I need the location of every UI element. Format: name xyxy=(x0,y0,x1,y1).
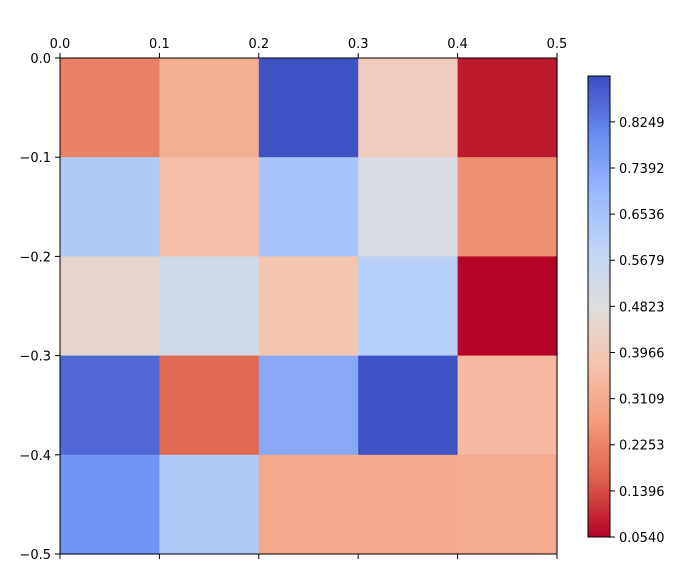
colorbar-tick-label: 0.2253 xyxy=(619,439,665,454)
colorbar-tick-label: 0.6536 xyxy=(619,208,665,223)
heatmap-cell xyxy=(258,157,359,257)
x-axis: 0.0 0.1 0.2 0.3 0.4 0.5 xyxy=(50,37,568,559)
y-tick-label: −0.4 xyxy=(19,449,51,464)
x-tick-label: 0.1 xyxy=(149,37,170,52)
x-tick-label: 0.5 xyxy=(547,37,568,52)
heatmap-cell xyxy=(258,355,359,456)
y-tick-label: 0.0 xyxy=(30,52,51,67)
heatmap-cell xyxy=(159,58,260,158)
x-tick-label: 0.2 xyxy=(248,37,269,52)
colorbar xyxy=(587,75,611,538)
plot-frame xyxy=(59,57,558,555)
heatmap-cell xyxy=(358,256,459,357)
heatmap-cell xyxy=(258,58,359,158)
y-tick-label: −0.5 xyxy=(19,548,51,563)
colorbar-tick-label: 0.1396 xyxy=(619,485,665,500)
heatmap-cell xyxy=(457,58,558,158)
heatmap-cell xyxy=(159,256,260,357)
heatmap-cell xyxy=(258,454,359,555)
x-tick-label: 0.0 xyxy=(50,37,71,52)
colorbar-tick-label: 0.5679 xyxy=(619,254,665,269)
heatmap-cell xyxy=(457,157,558,257)
colorbar-tick-label: 0.4823 xyxy=(619,300,665,315)
heatmap-cell xyxy=(457,355,558,456)
heatmap-cell xyxy=(358,454,459,555)
heatmap-cell xyxy=(358,157,459,257)
heatmap-cell xyxy=(60,58,160,158)
heatmap-cell xyxy=(159,454,260,555)
heatmap-cell xyxy=(60,454,160,555)
heatmap-cell xyxy=(457,454,558,555)
colorbar-tick-label: 0.0540 xyxy=(619,531,665,546)
colorbar-tick-label: 0.7392 xyxy=(619,162,665,177)
heatmap-cell xyxy=(60,256,160,357)
heatmap-cell xyxy=(358,355,459,456)
heatmap-cell xyxy=(60,355,160,456)
x-tick-label: 0.4 xyxy=(447,37,468,52)
colorbar-axis: 0.0540 0.1396 0.2253 0.3109 0.3966 0.4823 0.56… xyxy=(610,116,665,546)
heatmap-cell xyxy=(258,256,359,357)
y-axis: 0.0 −0.1 −0.2 −0.3 −0.4 −0.5 xyxy=(19,52,60,563)
colorbar-tick-label: 0.8249 xyxy=(619,116,665,131)
heatmap-cell xyxy=(60,157,160,257)
heatmap-cell xyxy=(159,157,260,257)
heatmap-cell xyxy=(457,256,558,357)
y-tick-label: −0.1 xyxy=(19,151,51,166)
heatmap-cell xyxy=(159,355,260,456)
y-tick-label: −0.2 xyxy=(19,250,51,265)
heatmap-cells xyxy=(60,58,558,555)
heatmap-cell xyxy=(358,58,459,158)
y-tick-label: −0.3 xyxy=(19,350,51,365)
colorbar-tick-label: 0.3966 xyxy=(619,346,665,361)
x-tick-label: 0.3 xyxy=(348,37,369,52)
colorbar-tick-label: 0.3109 xyxy=(619,393,665,408)
